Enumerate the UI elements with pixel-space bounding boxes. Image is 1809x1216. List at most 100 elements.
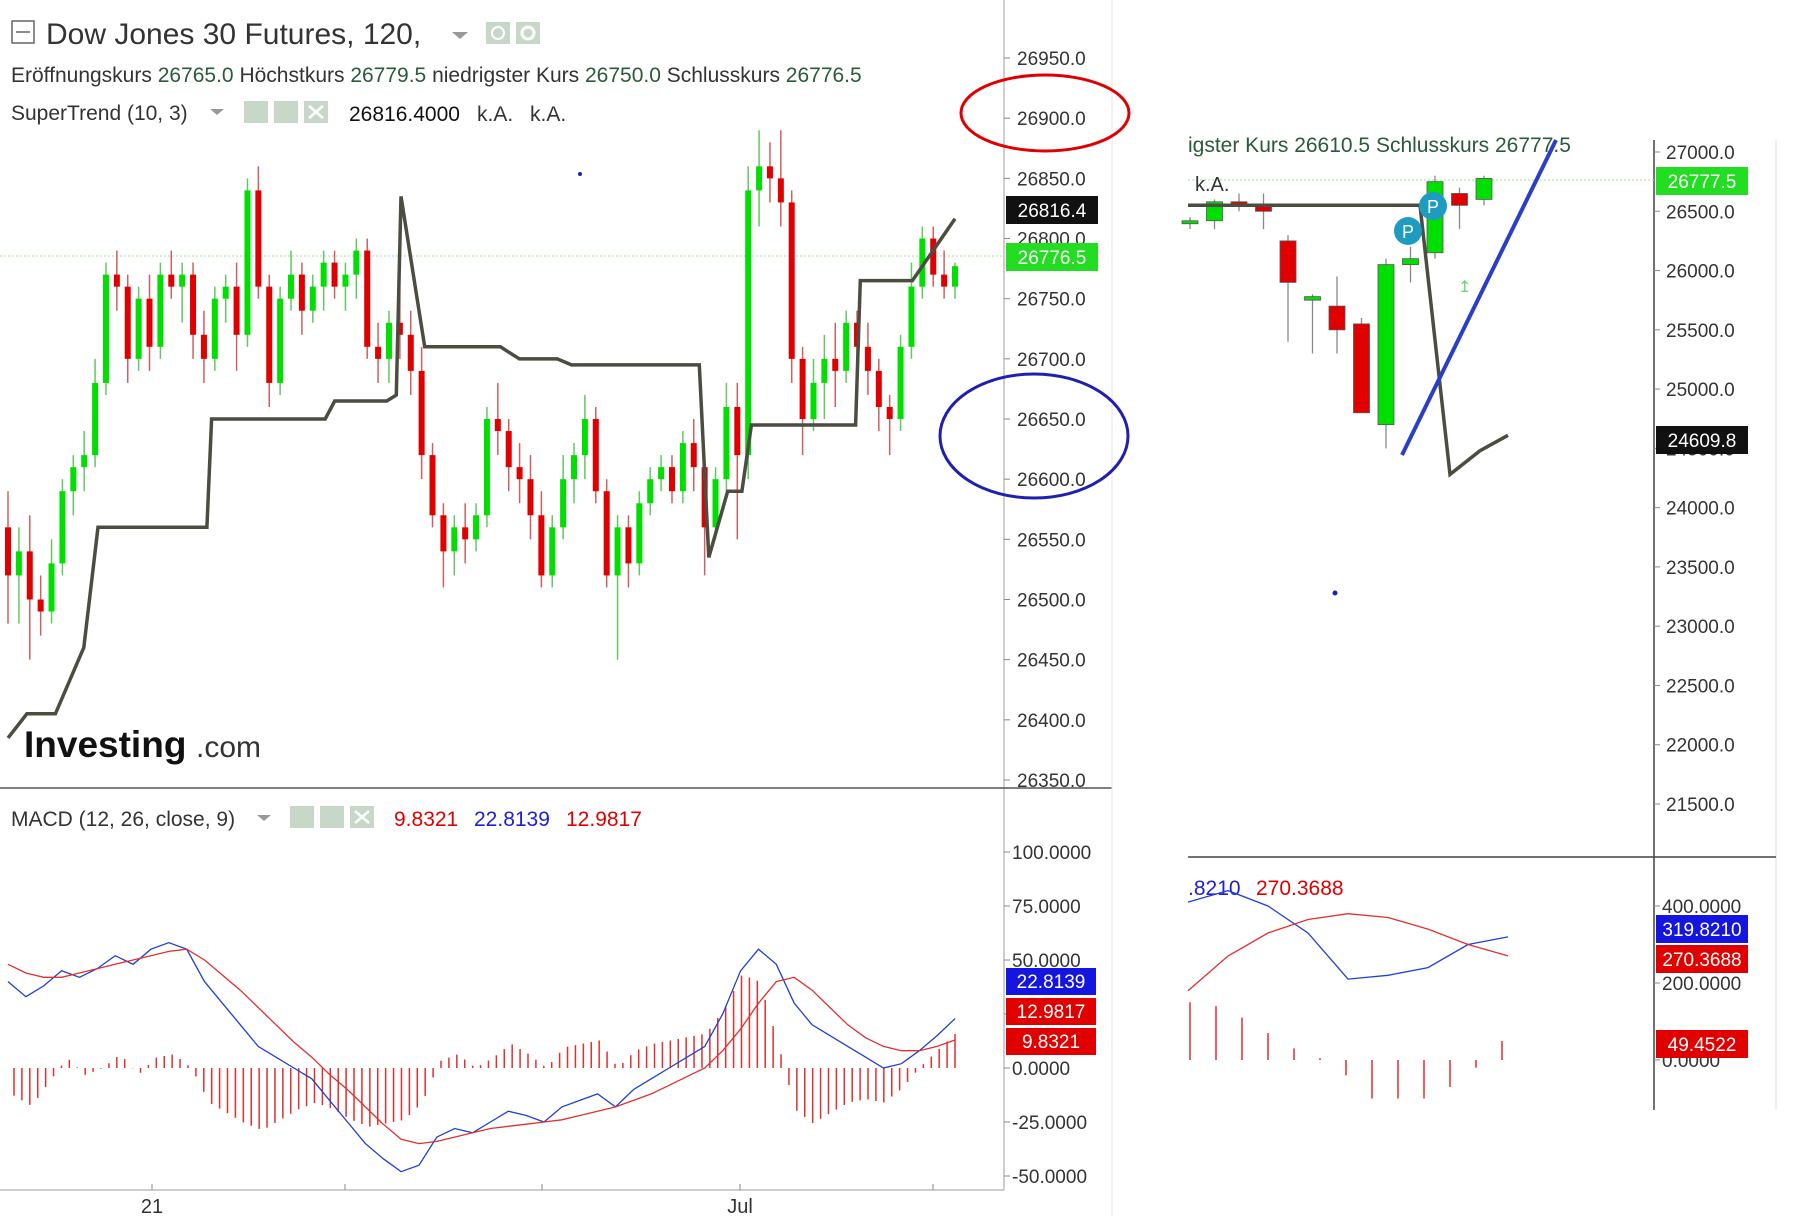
- supertrend-price-badge: [1006, 196, 1098, 224]
- chevron-down-icon[interactable]: [257, 815, 271, 821]
- right-histogram-badge-text: 49.4522: [1668, 1035, 1737, 1056]
- right-signal-badge-text: 270.3688: [1662, 950, 1741, 971]
- eye-icon[interactable]: [486, 22, 510, 44]
- candle: [37, 575, 44, 636]
- candle-body: [505, 431, 512, 468]
- candle: [157, 262, 164, 359]
- candle: [244, 178, 251, 347]
- right-na: k.A.: [1195, 174, 1229, 196]
- macd-tick-label: 75.0000: [1012, 897, 1081, 918]
- candle-body: [1353, 323, 1370, 414]
- candle: [179, 262, 186, 323]
- gear-icon[interactable]: [274, 101, 298, 123]
- supertrend-value: 26816.4000: [349, 103, 460, 126]
- candle-body: [113, 274, 120, 287]
- candle-body: [581, 419, 588, 456]
- macd-tick-label: 0.0000: [1012, 1059, 1070, 1080]
- stray-dot: [578, 172, 582, 176]
- candle-body: [625, 527, 632, 564]
- candle-body: [832, 358, 839, 371]
- macd-name: MACD (12, 26, close, 9): [11, 808, 235, 831]
- annotation-red-ellipse: [959, 73, 1131, 153]
- candle: [473, 503, 480, 552]
- candle-body: [516, 467, 523, 480]
- right-supertrend-line: [1188, 203, 1509, 478]
- eye-icon[interactable]: [244, 101, 268, 123]
- supertrend-price-badge-text: 26816.4: [1018, 201, 1087, 222]
- left-chart: 26950.026900.026850.026800.026750.026700…: [0, 0, 1131, 1216]
- price-tick-label: 26850.0: [1017, 169, 1086, 190]
- candle: [799, 346, 806, 456]
- candle: [549, 515, 556, 588]
- chevron-down-icon[interactable]: [210, 109, 224, 115]
- candle-body: [211, 298, 218, 359]
- instrument-title: Dow Jones 30 Futures, 120,: [46, 18, 421, 51]
- candle-body: [244, 190, 251, 335]
- candle-body: [375, 346, 382, 359]
- candle: [200, 310, 207, 383]
- macd-tool-icons[interactable]: [290, 806, 374, 828]
- candle-body: [908, 286, 915, 347]
- candle: [1255, 193, 1272, 230]
- candle: [462, 503, 469, 564]
- macd-tick-label: -25.0000: [1012, 1113, 1087, 1134]
- histogram-badge: [1006, 1028, 1096, 1055]
- price-tick-label: 22500.0: [1666, 676, 1735, 697]
- candle-body: [494, 419, 501, 432]
- gear-icon[interactable]: [320, 806, 344, 828]
- candle-body: [810, 382, 817, 420]
- trendline-annotation: [1400, 139, 1558, 456]
- signal-line: [7, 948, 956, 1145]
- candle: [766, 142, 773, 203]
- candle: [255, 166, 262, 299]
- candle: [843, 310, 850, 383]
- candle: [364, 238, 371, 359]
- candle: [48, 539, 55, 624]
- candle: [864, 322, 871, 395]
- ohlc-value: 26750.0: [585, 64, 661, 87]
- candle: [429, 443, 436, 528]
- ohlc-label: Schlusskurs: [661, 64, 786, 87]
- right-macd-histogram: [1189, 1002, 1503, 1099]
- eye-icon[interactable]: [290, 806, 314, 828]
- candle: [211, 286, 218, 371]
- candle-body: [799, 358, 806, 420]
- candle-body: [538, 515, 545, 576]
- right-macd-value-2: 270.3688: [1256, 877, 1344, 900]
- candle-body: [146, 298, 153, 347]
- candle: [1328, 276, 1346, 354]
- candle-body: [712, 479, 719, 528]
- price-tick-label: 26950.0: [1017, 49, 1086, 70]
- candle-body: [647, 479, 654, 504]
- candle: [1181, 217, 1199, 230]
- signal-badge-text: 12.9817: [1017, 1002, 1086, 1023]
- candle-body: [777, 178, 784, 203]
- candle-body: [636, 503, 643, 564]
- indicator-tool-icons[interactable]: [244, 101, 328, 123]
- candle: [734, 382, 741, 540]
- stray-dot: [1332, 590, 1338, 596]
- macd-value-3: 12.9817: [566, 808, 642, 831]
- ohlc-label: niedrigster Kurs: [426, 64, 585, 87]
- price-tick-label: 26400.0: [1017, 711, 1086, 732]
- candle: [5, 491, 11, 624]
- candle: [146, 274, 153, 371]
- candle-body: [277, 298, 284, 383]
- title-tool-icons[interactable]: [486, 22, 540, 44]
- candle: [832, 322, 839, 407]
- right-price-ticks: 27000.026500.026000.025500.025000.024500…: [1654, 143, 1735, 816]
- candle-body: [1475, 178, 1493, 200]
- candle-body: [26, 551, 33, 600]
- chevron-down-icon[interactable]: [452, 32, 468, 39]
- candle: [1451, 187, 1468, 230]
- candle: [190, 262, 197, 359]
- candle: [614, 515, 621, 660]
- candle: [266, 274, 273, 407]
- candle-body: [418, 370, 425, 456]
- price-tick-label: 25500.0: [1666, 321, 1735, 342]
- gear-icon[interactable]: [516, 22, 540, 44]
- candle: [571, 443, 578, 504]
- supertrend-na-1: k.A.: [477, 103, 513, 126]
- candle-body: [70, 467, 77, 492]
- pivot-marker: P: [1394, 217, 1422, 245]
